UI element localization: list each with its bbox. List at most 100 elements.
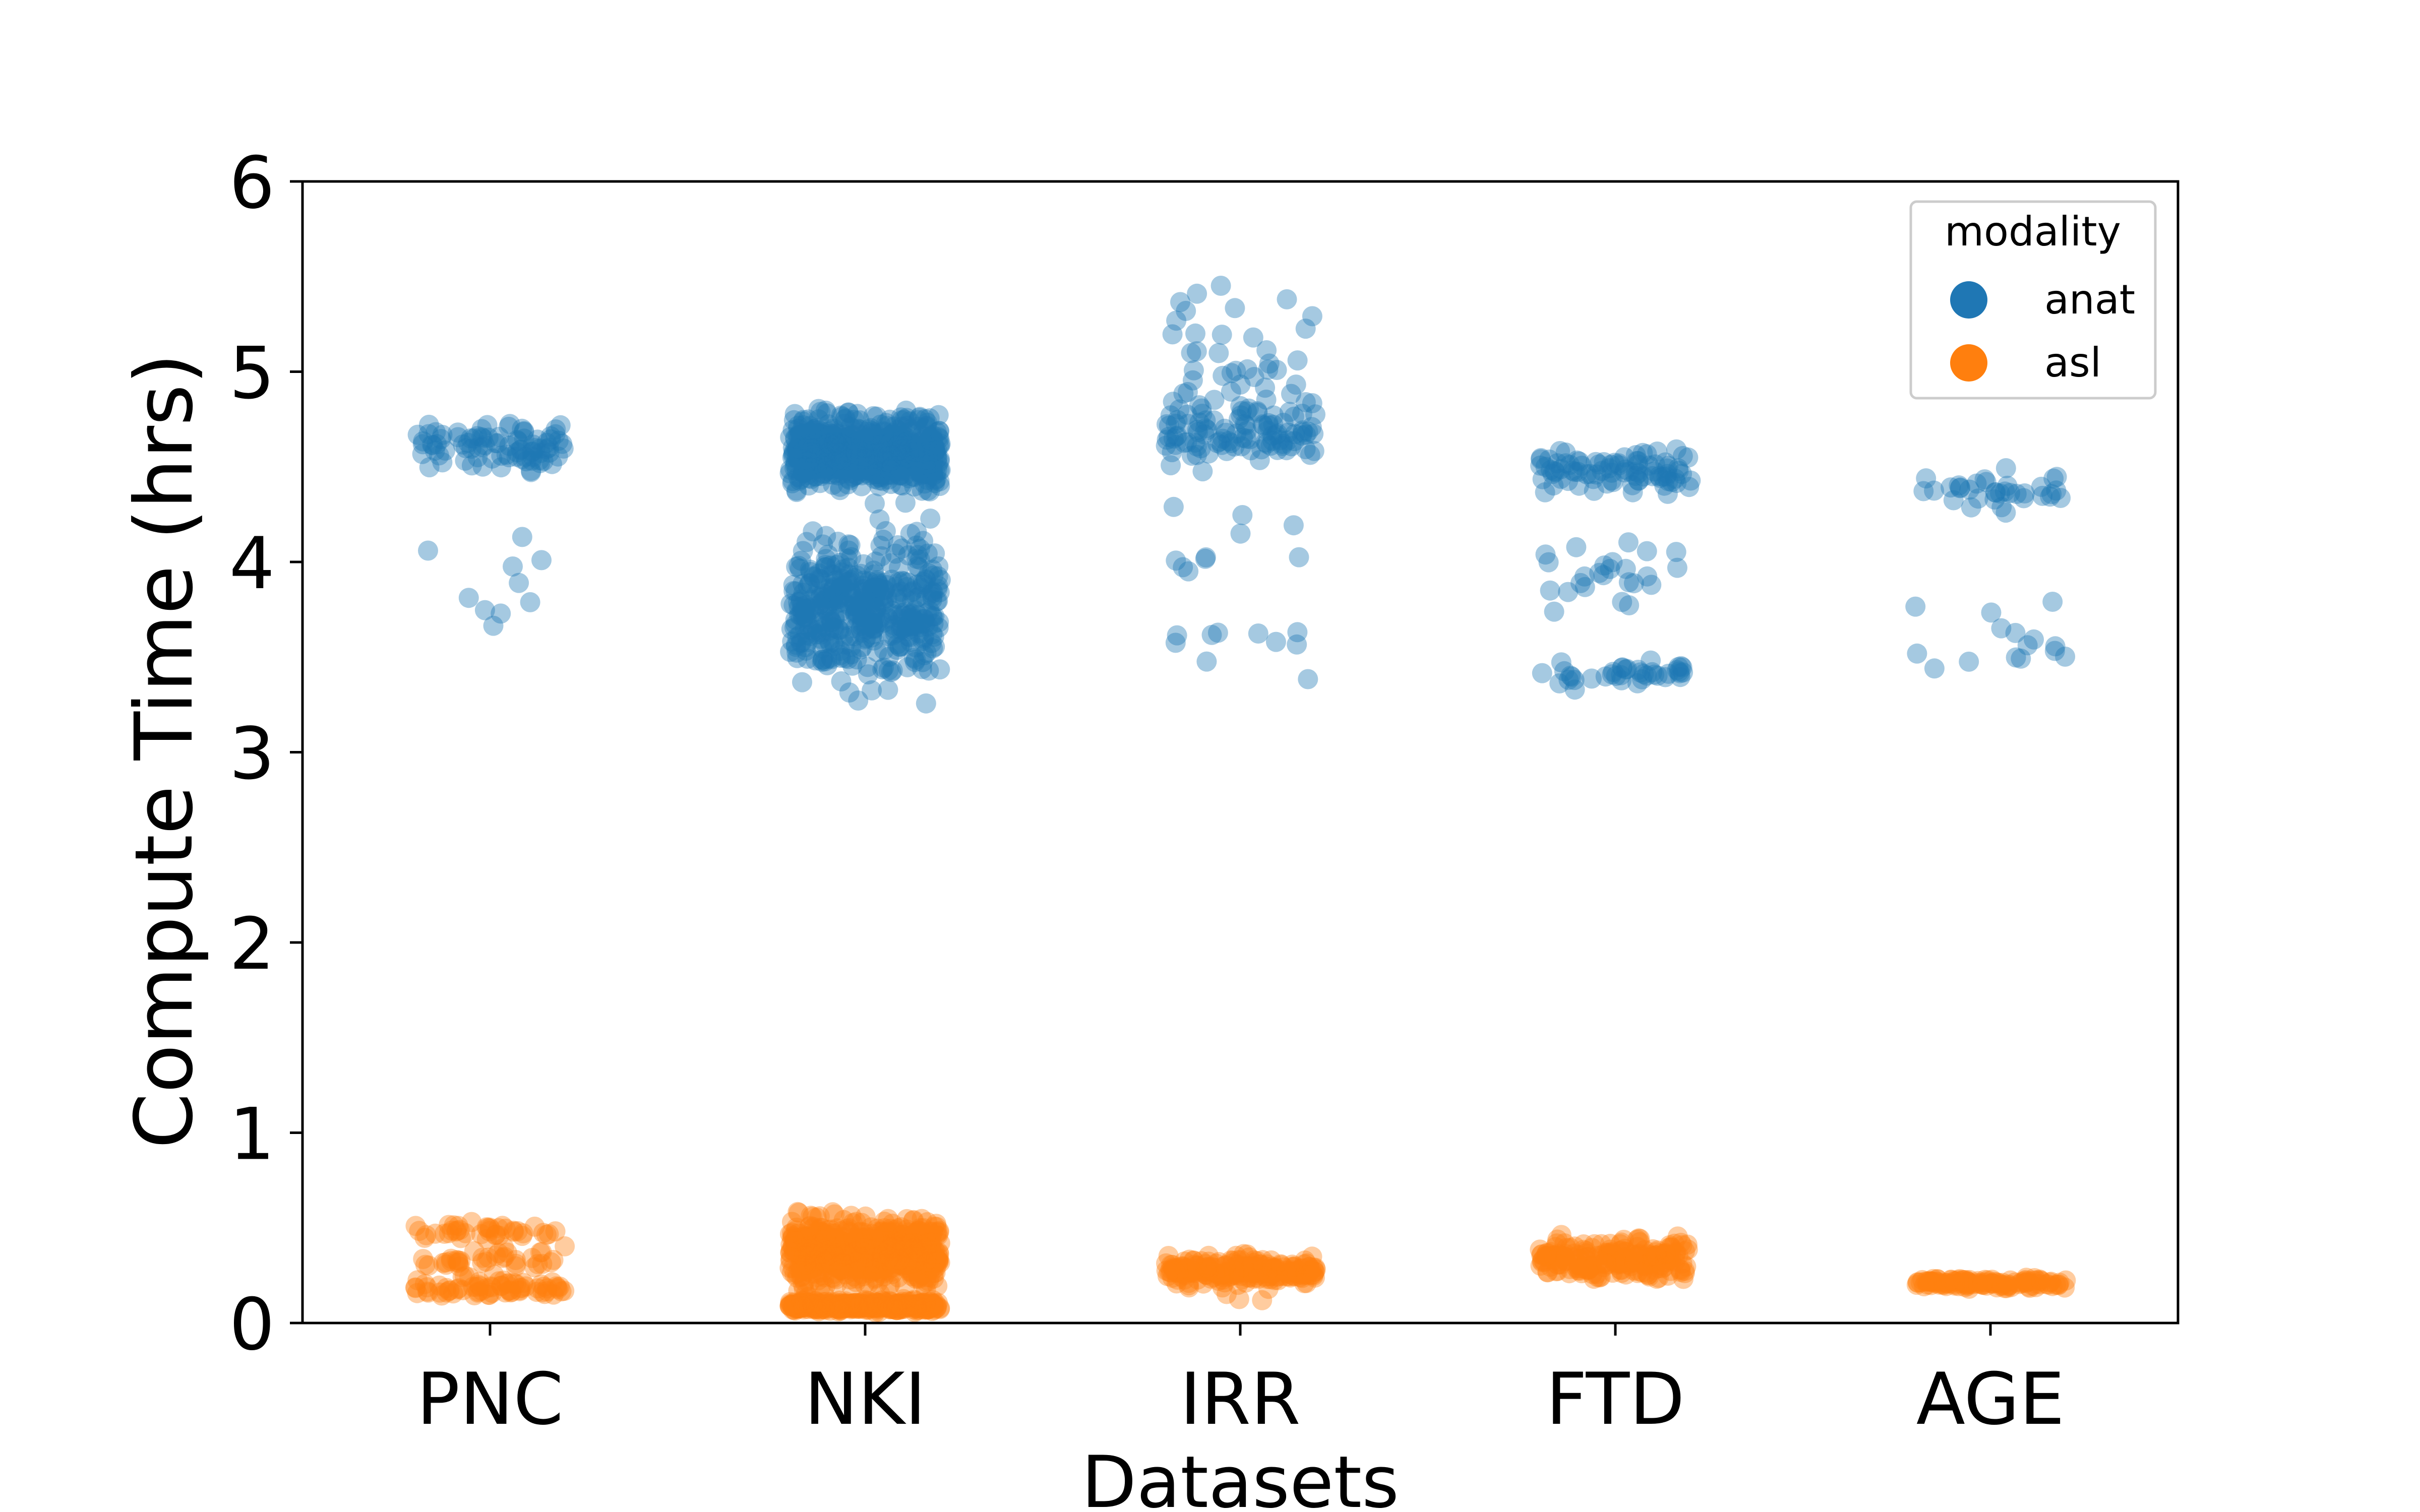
data-point <box>1258 415 1279 436</box>
data-point <box>899 618 920 639</box>
data-point <box>891 571 912 591</box>
data-point <box>821 423 842 444</box>
data-point <box>810 427 830 448</box>
data-point <box>1237 401 1257 422</box>
data-point <box>908 1251 929 1272</box>
data-point <box>829 589 850 609</box>
data-point <box>1156 1261 1177 1281</box>
data-point <box>839 564 859 585</box>
data-point <box>828 1299 849 1319</box>
data-point <box>913 574 934 595</box>
data-point <box>840 1295 861 1315</box>
data-point <box>1279 1266 1300 1287</box>
data-point <box>908 1262 929 1282</box>
data-point <box>467 1282 488 1303</box>
data-point <box>1223 1264 1243 1285</box>
data-point <box>472 428 493 449</box>
data-point <box>838 557 859 578</box>
data-point <box>472 1247 493 1268</box>
data-point <box>812 464 833 484</box>
data-point <box>810 450 831 470</box>
data-point <box>900 524 921 544</box>
data-point <box>1273 413 1294 433</box>
data-point <box>1612 592 1632 612</box>
data-point <box>886 441 906 462</box>
data-point <box>1213 428 1233 449</box>
data-point <box>814 1299 834 1319</box>
data-point <box>820 1298 840 1318</box>
data-point <box>908 410 929 430</box>
data-point <box>829 1296 850 1317</box>
data-point <box>873 1234 894 1255</box>
data-point <box>1194 424 1215 445</box>
data-point <box>782 420 803 440</box>
data-point <box>862 1297 882 1318</box>
data-point <box>852 613 872 634</box>
data-point <box>1604 453 1625 473</box>
data-point <box>789 605 809 625</box>
data-point <box>1299 1257 1319 1278</box>
data-point <box>866 1231 886 1251</box>
data-point <box>905 440 926 461</box>
data-point <box>790 442 811 462</box>
data-point <box>878 1221 899 1242</box>
data-point <box>786 1236 807 1256</box>
data-point <box>830 1237 851 1258</box>
data-point <box>1628 454 1648 475</box>
data-point <box>479 1217 500 1238</box>
data-point <box>840 582 861 603</box>
data-point <box>882 424 903 445</box>
data-point <box>786 1298 807 1318</box>
data-point <box>787 439 808 460</box>
data-point <box>927 579 948 599</box>
data-point <box>807 1247 828 1268</box>
data-point <box>805 1225 826 1245</box>
data-point <box>820 1296 840 1316</box>
data-point <box>851 430 871 451</box>
data-point <box>506 1250 526 1270</box>
data-point <box>850 451 870 472</box>
data-point <box>868 1228 888 1249</box>
data-point <box>906 1247 927 1268</box>
data-point <box>907 556 928 577</box>
data-point <box>920 1233 940 1254</box>
data-point <box>1637 444 1657 465</box>
data-point <box>880 1229 901 1249</box>
data-point <box>919 601 940 621</box>
data-point <box>832 430 853 451</box>
data-point <box>864 564 884 585</box>
data-point <box>815 1297 835 1317</box>
data-point <box>1666 542 1686 562</box>
legend[interactable]: modality anat asl <box>1909 200 2157 400</box>
data-point <box>829 1290 850 1311</box>
data-point <box>863 1250 883 1271</box>
data-point <box>863 442 883 462</box>
data-point <box>545 424 566 445</box>
data-point <box>801 423 821 443</box>
data-point <box>836 1254 857 1275</box>
data-point <box>854 571 874 591</box>
data-point <box>851 1227 872 1247</box>
data-point <box>807 1299 828 1319</box>
data-point <box>834 414 855 434</box>
data-point <box>1593 565 1614 586</box>
data-point <box>832 1261 853 1281</box>
data-point <box>866 598 887 618</box>
data-point <box>448 1278 469 1299</box>
data-point <box>845 1299 866 1319</box>
data-point <box>913 1293 933 1313</box>
data-point <box>826 1296 847 1316</box>
data-point <box>1959 651 1979 672</box>
data-point <box>844 419 865 439</box>
data-point <box>1254 1255 1275 1276</box>
data-point <box>421 434 442 455</box>
data-point <box>795 1295 816 1315</box>
data-point <box>819 425 840 446</box>
data-point <box>921 583 942 604</box>
data-point <box>922 590 943 610</box>
data-point <box>819 605 839 626</box>
data-point <box>921 1240 941 1260</box>
data-point <box>782 447 803 468</box>
data-point <box>546 1276 567 1297</box>
data-point <box>786 482 807 502</box>
